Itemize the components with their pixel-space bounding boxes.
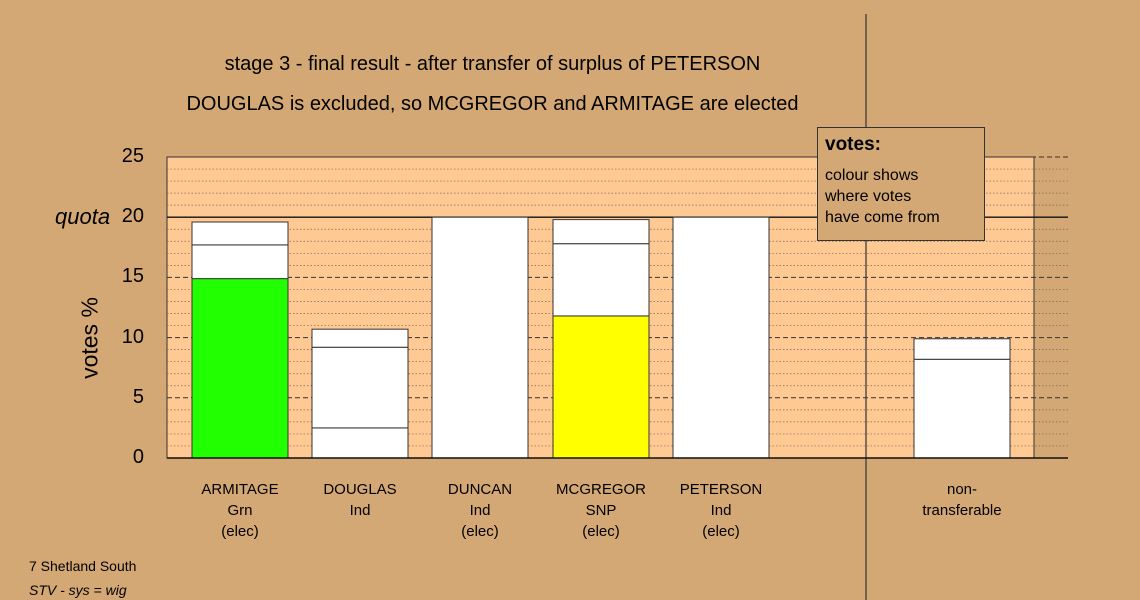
y-tick-label: 5: [132, 385, 144, 408]
quota-label: quota: [55, 204, 111, 229]
bar-segment-non-0: [913, 358, 1011, 459]
bar-segment-mcgregor-1: [552, 243, 650, 317]
y-tick-label: 0: [132, 446, 144, 468]
bar-segment-armitage-2: [191, 221, 289, 246]
chart-title: stage 3 - final result - after transfer …: [224, 53, 761, 75]
legend-box: votes: colour shows where votes have com…: [817, 127, 985, 241]
y-tick-label: 15: [121, 265, 144, 288]
y-tick-label: 10: [121, 325, 144, 348]
bar-segment-mcgregor-0: [552, 315, 650, 459]
bar-segment-duncan-0: [431, 216, 529, 459]
legend-title: votes:: [825, 134, 881, 155]
bar-segment-armitage-0: [191, 278, 289, 459]
x-category-label: MCGREGOR SNP (elec): [556, 481, 646, 540]
x-category-label: non-transferable: [922, 481, 1002, 519]
legend-text: colour shows where votes have come from: [825, 167, 940, 226]
x-category-label: PETERSON Ind (elec): [679, 481, 763, 540]
system-label: STV - sys = wig: [29, 582, 127, 598]
y-tick-label: 20: [121, 205, 144, 228]
x-category-label: DOUGLAS Ind: [323, 481, 397, 519]
bar-segment-douglas-1: [311, 346, 409, 429]
bar-segment-non-1: [913, 338, 1011, 360]
chart-subtitle: DOUGLAS is excluded, so MCGREGOR and ARM…: [186, 93, 799, 115]
y-tick-label: 25: [121, 145, 144, 167]
bar-segment-armitage-1: [191, 244, 289, 280]
bar-segment-peterson-0: [672, 216, 770, 459]
x-category-label: DUNCAN Ind (elec): [447, 481, 513, 540]
constituency-label: 7 Shetland South: [29, 558, 137, 574]
bar-segment-douglas-0: [311, 427, 409, 459]
x-category-label: ARMITAGE Grn (elec): [201, 481, 279, 540]
bar-segment-douglas-2: [311, 328, 409, 348]
bar-segment-mcgregor-2: [552, 219, 650, 245]
